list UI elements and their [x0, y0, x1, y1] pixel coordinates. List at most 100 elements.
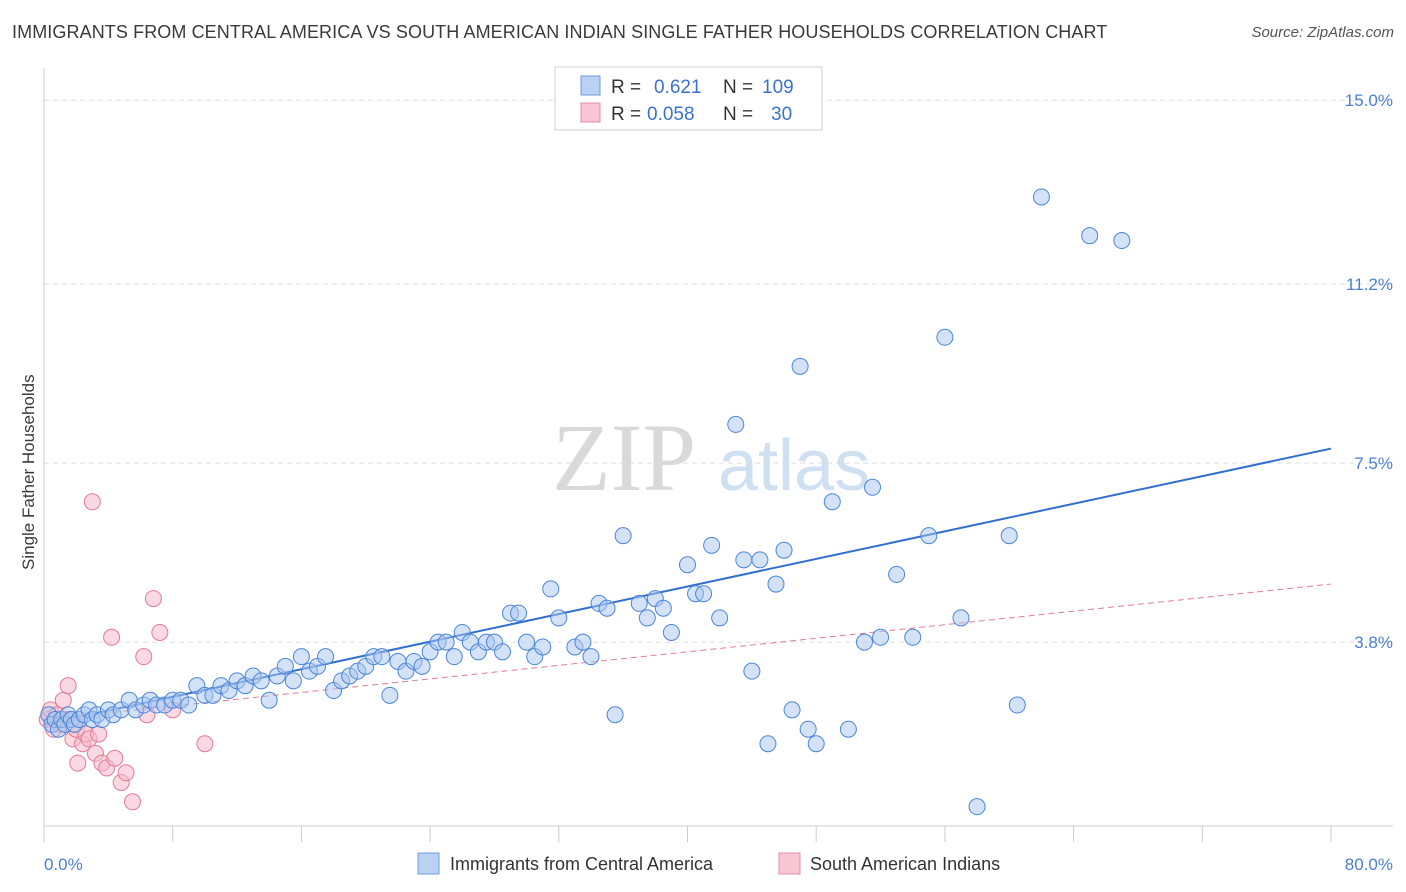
data-point-central-america[interactable] [493, 643, 511, 661]
y-axis-title: Single Father Households [19, 374, 38, 570]
data-point-central-america[interactable] [920, 527, 938, 545]
chart-title: IMMIGRANTS FROM CENTRAL AMERICA VS SOUTH… [12, 22, 1108, 42]
series-legend: Immigrants from Central America South Am… [417, 852, 1000, 875]
data-point-central-america[interactable] [1032, 188, 1050, 206]
data-point-central-america[interactable] [735, 551, 753, 569]
data-point-central-america[interactable] [791, 357, 809, 375]
data-point-central-america[interactable] [872, 628, 890, 646]
data-point-central-america[interactable] [904, 628, 922, 646]
data-point-central-america[interactable] [839, 720, 857, 738]
data-point-central-america[interactable] [703, 536, 721, 554]
data-point-south-american-indians[interactable] [151, 623, 169, 641]
data-point-south-american-indians[interactable] [106, 749, 124, 767]
data-point-central-america[interactable] [711, 609, 729, 627]
data-point-central-america[interactable] [180, 696, 198, 714]
legend-n-value-2: 30 [771, 104, 792, 125]
data-point-central-america[interactable] [1113, 232, 1131, 250]
legend-r-value-1: 0.621 [654, 77, 702, 98]
data-point-central-america[interactable] [518, 633, 536, 651]
data-point-south-american-indians[interactable] [196, 735, 214, 753]
axes [43, 68, 1393, 842]
y-tick-labels: 3.8% 7.5% 11.2% 15.0% [1345, 91, 1393, 652]
bottom-legend-swatch-pink[interactable] [778, 852, 801, 875]
stats-legend: R = 0.621 N = 109 R = 0.058 N = 30 [554, 66, 823, 131]
y-tick-label: 11.2% [1346, 275, 1393, 294]
data-point-central-america[interactable] [582, 648, 600, 666]
legend-swatch-blue [580, 75, 601, 96]
data-point-south-american-indians[interactable] [90, 725, 108, 743]
data-point-central-america[interactable] [574, 633, 592, 651]
data-point-central-america[interactable] [743, 662, 761, 680]
y-tick-label: 3.8% [1354, 633, 1393, 652]
data-point-central-america[interactable] [936, 328, 954, 346]
data-point-central-america[interactable] [1000, 527, 1018, 545]
data-point-central-america[interactable] [252, 672, 270, 690]
data-point-central-america[interactable] [534, 638, 552, 656]
bottom-legend-swatch-blue[interactable] [417, 852, 440, 875]
data-point-south-american-indians[interactable] [117, 764, 135, 782]
data-point-central-america[interactable] [952, 609, 970, 627]
legend-swatch-pink [580, 102, 601, 123]
data-point-south-american-indians[interactable] [83, 493, 101, 511]
gridlines [44, 99, 1393, 643]
data-point-central-america[interactable] [1081, 227, 1099, 245]
data-point-central-america[interactable] [751, 551, 769, 569]
data-point-central-america[interactable] [864, 478, 882, 496]
data-point-central-america[interactable] [968, 798, 986, 816]
data-point-south-american-indians[interactable] [69, 754, 87, 772]
data-point-central-america[interactable] [823, 493, 841, 511]
data-point-south-american-indians[interactable] [103, 628, 121, 646]
trend-line-south-american-indians [43, 583, 1332, 721]
data-point-central-america[interactable] [630, 594, 648, 612]
y-tick-label: 7.5% [1354, 454, 1393, 473]
data-point-central-america[interactable] [542, 580, 560, 598]
data-point-central-america[interactable] [1008, 696, 1026, 714]
legend-n-label-1: N = [723, 77, 753, 98]
data-point-central-america[interactable] [317, 648, 335, 666]
data-point-central-america[interactable] [276, 657, 294, 675]
data-point-central-america[interactable] [550, 609, 568, 627]
source-label: Source: ZipAtlas.com [1251, 24, 1394, 41]
data-point-central-america[interactable] [662, 623, 680, 641]
data-point-central-america[interactable] [445, 648, 463, 666]
data-point-central-america[interactable] [284, 672, 302, 690]
data-point-central-america[interactable] [888, 565, 906, 583]
data-point-central-america[interactable] [510, 604, 528, 622]
data-point-south-american-indians[interactable] [123, 793, 141, 811]
data-point-central-america[interactable] [727, 415, 745, 433]
legend-r-value-2: 0.058 [647, 104, 695, 125]
legend-n-label-2: N = [723, 104, 753, 125]
data-point-south-american-indians[interactable] [54, 691, 72, 709]
data-point-central-america[interactable] [799, 720, 817, 738]
legend-n-value-1: 109 [762, 77, 794, 98]
data-point-central-america[interactable] [614, 527, 632, 545]
x-tick-label: 80.0% [1345, 855, 1393, 874]
data-point-central-america[interactable] [373, 648, 391, 666]
central-america-points [40, 188, 1131, 816]
data-point-central-america[interactable] [679, 556, 696, 574]
bottom-legend-label-2[interactable]: South American Indians [810, 854, 1000, 874]
x-tick-label: 0.0% [44, 855, 83, 874]
data-point-central-america[interactable] [767, 575, 785, 593]
data-point-central-america[interactable] [381, 686, 399, 704]
data-point-central-america[interactable] [437, 633, 455, 651]
data-point-south-american-indians[interactable] [144, 590, 162, 608]
data-point-south-american-indians[interactable] [59, 677, 77, 695]
data-point-central-america[interactable] [598, 599, 616, 617]
data-point-central-america[interactable] [807, 735, 825, 753]
bottom-legend-label-1[interactable]: Immigrants from Central America [450, 854, 714, 874]
data-point-central-america[interactable] [695, 585, 713, 603]
data-point-central-america[interactable] [855, 633, 873, 651]
data-point-central-america[interactable] [292, 648, 310, 666]
south-american-indian-points [38, 493, 214, 811]
data-point-central-america[interactable] [638, 609, 656, 627]
data-point-central-america[interactable] [783, 701, 801, 719]
data-point-central-america[interactable] [413, 657, 431, 675]
data-point-central-america[interactable] [606, 706, 624, 724]
data-point-central-america[interactable] [759, 735, 777, 753]
data-point-central-america[interactable] [654, 599, 672, 617]
data-point-central-america[interactable] [260, 691, 278, 709]
data-point-central-america[interactable] [775, 541, 793, 559]
data-point-south-american-indians[interactable] [135, 648, 153, 666]
